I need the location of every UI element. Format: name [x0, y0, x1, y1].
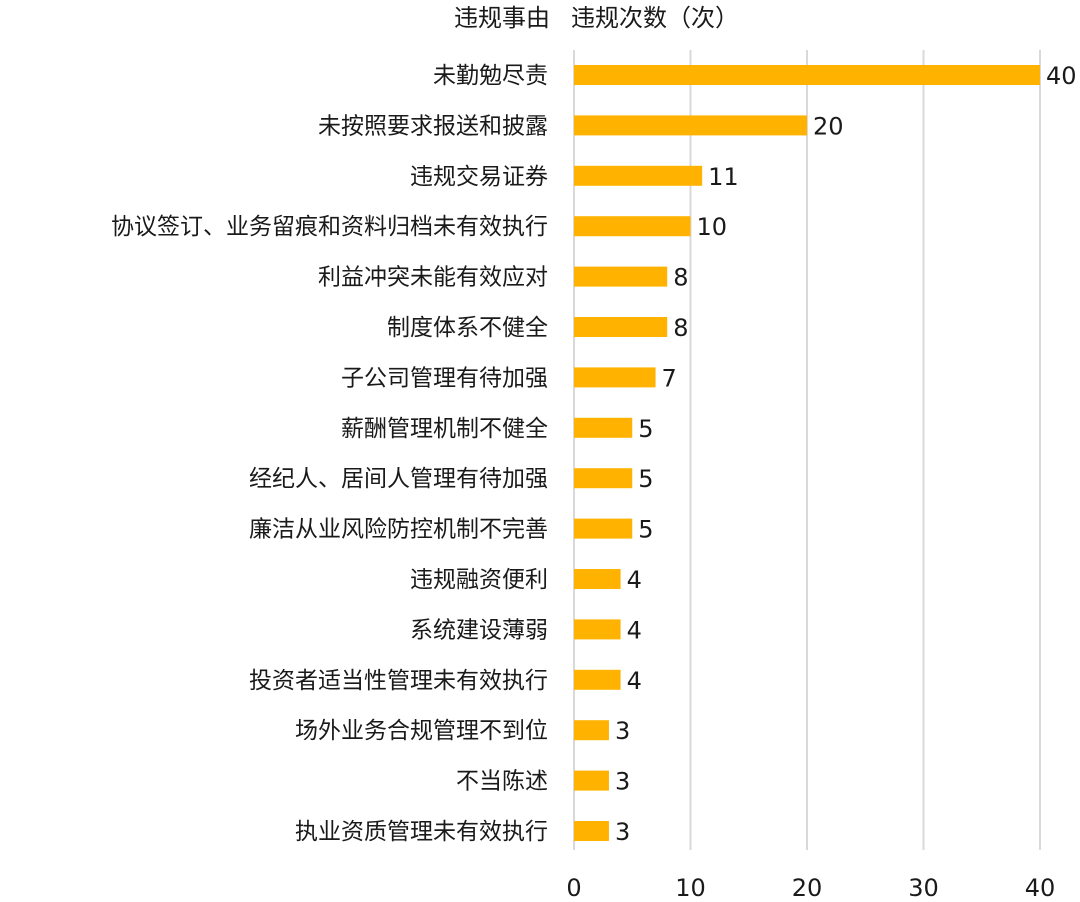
category-label: 系统建设薄弱 — [410, 617, 548, 643]
category-label: 廉洁从业风险防控机制不完善 — [249, 517, 548, 543]
bars — [574, 65, 1040, 841]
value-label: 3 — [615, 717, 630, 745]
category-labels: 未勤勉尽责未按照要求报送和披露违规交易证券协议签订、业务留痕和资料归档未有效执行… — [111, 63, 548, 845]
category-label: 子公司管理有待加强 — [341, 365, 548, 391]
x-tick-label: 20 — [792, 874, 823, 902]
bar — [574, 619, 621, 640]
bar — [574, 367, 656, 388]
bar — [574, 468, 633, 489]
bar — [574, 669, 621, 690]
category-label: 薪酬管理机制不健全 — [341, 416, 548, 442]
value-label: 8 — [673, 314, 688, 342]
bar — [574, 266, 668, 287]
value-label: 3 — [615, 818, 630, 846]
category-label: 违规融资便利 — [410, 567, 548, 593]
value-label: 4 — [627, 667, 642, 695]
bar — [574, 165, 703, 186]
value-label: 4 — [627, 616, 642, 644]
category-label: 违规交易证券 — [410, 164, 548, 190]
category-label: 不当陈述 — [456, 769, 548, 795]
x-tick-label: 10 — [675, 874, 706, 902]
value-label: 8 — [673, 264, 688, 292]
value-label: 7 — [662, 364, 677, 392]
category-label: 利益冲突未能有效应对 — [318, 265, 548, 291]
value-label: 5 — [638, 516, 653, 544]
value-label: 40 — [1046, 62, 1077, 90]
category-label: 投资者适当性管理未有效执行 — [249, 668, 548, 694]
value-label: 4 — [627, 566, 642, 594]
bar — [574, 518, 633, 539]
category-column-header: 违规事由 — [454, 4, 550, 32]
value-label: 10 — [697, 213, 728, 241]
bar — [574, 216, 691, 237]
category-label: 经纪人、居间人管理有待加强 — [249, 466, 548, 492]
category-label: 协议签订、业务留痕和资料归档未有效执行 — [111, 214, 548, 240]
bar — [574, 821, 609, 841]
category-label: 场外业务合规管理不到位 — [295, 718, 548, 744]
bar — [574, 417, 633, 438]
x-tick-label: 40 — [1025, 874, 1056, 902]
category-label: 制度体系不健全 — [387, 315, 548, 341]
bar — [574, 720, 609, 741]
value-label: 3 — [615, 768, 630, 796]
bar — [574, 65, 1040, 85]
bar — [574, 770, 609, 791]
x-tick-label: 0 — [566, 874, 581, 902]
value-label: 5 — [638, 415, 653, 443]
bar — [574, 115, 807, 136]
value-label: 11 — [708, 163, 739, 191]
value-label: 20 — [813, 112, 844, 140]
value-column-header: 违规次数（次） — [571, 4, 739, 32]
value-label: 5 — [638, 465, 653, 493]
x-axis-ticks: 0 10 20 30 40 — [566, 874, 1055, 902]
category-label: 未勤勉尽责 — [433, 63, 548, 89]
bar — [574, 569, 621, 589]
x-tick-label: 30 — [908, 874, 939, 902]
category-label: 未按照要求报送和披露 — [318, 113, 548, 139]
bar — [574, 317, 668, 337]
category-label: 执业资质管理未有效执行 — [295, 819, 548, 845]
